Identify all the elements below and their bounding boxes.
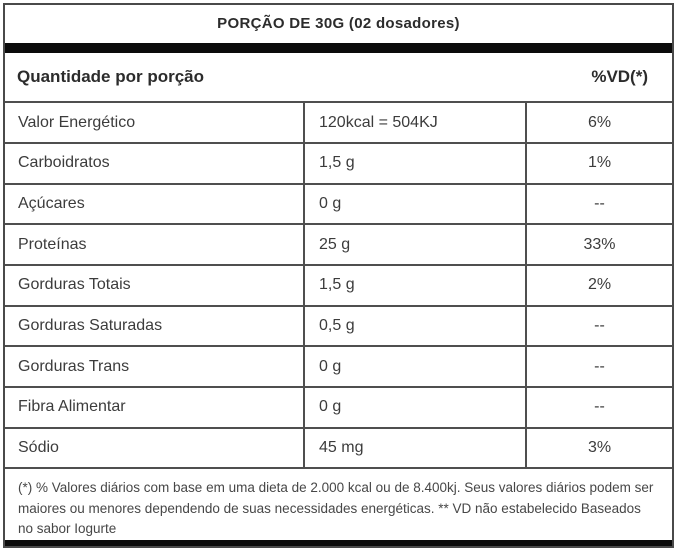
nutrient-daily-value: 3% [587, 439, 612, 457]
nutrient-name: Gorduras Totais [18, 276, 131, 294]
quantity-per-portion-label: Quantidade por porção [17, 67, 205, 87]
table-row: Gorduras Trans 0 g -- [5, 345, 672, 387]
nutrient-amount: 120kcal = 504KJ [303, 103, 527, 143]
daily-value-header-label: %VD(*) [591, 67, 648, 87]
nutrient-amount: 1,5 g [303, 144, 527, 183]
nutrient-name: Carboidratos [18, 154, 110, 172]
nutrient-daily-value: 33% [583, 235, 616, 253]
portion-title: PORÇÃO DE 30G (02 dosadores) [217, 15, 460, 32]
table-row: Açúcares 0 g -- [5, 182, 672, 224]
nutrient-daily-value: -- [594, 357, 605, 375]
nutrient-amount: 25 g [303, 225, 527, 265]
nutrient-daily-value: -- [594, 317, 605, 335]
nutrient-name: Sódio [18, 439, 59, 457]
nutrient-name: Proteínas [18, 235, 87, 253]
table-row: Gorduras Saturadas 0,5 g -- [5, 304, 672, 346]
bottom-divider-bar [5, 540, 672, 546]
nutrient-amount: 0 g [303, 184, 527, 224]
table-row: Valor Energético 120kcal = 504KJ 6% [5, 101, 672, 143]
nutrient-amount: 0,5 g [303, 306, 527, 346]
nutrient-daily-value: 2% [587, 276, 612, 294]
nutrient-daily-value: 6% [587, 113, 612, 131]
nutrient-amount: 0 g [303, 388, 527, 427]
table-row: Fibra Alimentar 0 g -- [5, 386, 672, 427]
nutrient-name: Açúcares [18, 195, 85, 213]
nutrient-amount: 0 g [303, 347, 527, 387]
nutrient-name: Gorduras Saturadas [18, 317, 163, 335]
table-row: Sódio 45 mg 3% [5, 426, 672, 468]
nutrition-label: PORÇÃO DE 30G (02 dosadores) Quantidade … [3, 3, 674, 548]
nutrient-daily-value: -- [594, 398, 605, 416]
nutrient-name: Fibra Alimentar [18, 398, 126, 416]
table-row: Gorduras Totais 1,5 g 2% [5, 264, 672, 305]
table-row: Carboidratos 1,5 g 1% [5, 142, 672, 183]
footnote-text: (*) % Valores diários com base em uma di… [5, 467, 672, 540]
nutrient-name: Valor Energético [18, 113, 136, 131]
nutrient-name: Gorduras Trans [18, 357, 130, 375]
table-header-row: Quantidade por porção %VD(*) [5, 53, 672, 101]
nutrient-daily-value: -- [594, 195, 605, 213]
nutrient-amount: 1,5 g [303, 266, 527, 305]
nutrient-amount: 45 mg [303, 428, 527, 468]
table-row: Proteínas 25 g 33% [5, 223, 672, 265]
top-divider-bar [5, 43, 672, 53]
nutrition-table: Valor Energético 120kcal = 504KJ 6% Carboid… [5, 101, 672, 468]
nutrient-daily-value: 1% [587, 154, 612, 172]
